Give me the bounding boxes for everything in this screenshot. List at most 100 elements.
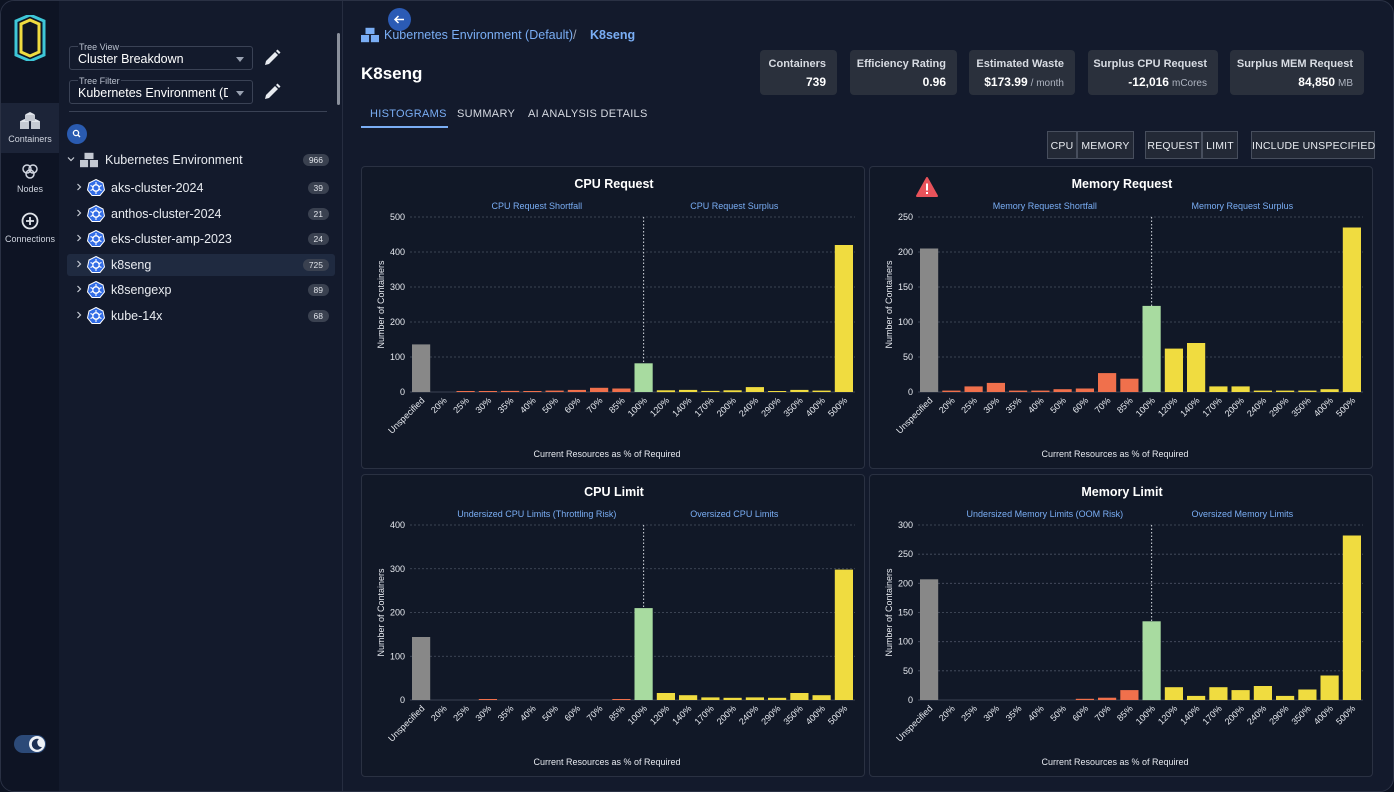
bar-Unspecified[interactable]: [412, 344, 431, 392]
bar-400%[interactable]: [1320, 675, 1339, 701]
bar-60%[interactable]: [1075, 388, 1094, 393]
bar-40%[interactable]: [523, 391, 542, 392]
bar-350%[interactable]: [790, 693, 809, 700]
theme-toggle[interactable]: [14, 735, 46, 753]
bar-120%[interactable]: [1164, 348, 1183, 392]
collapse-panel-button[interactable]: [388, 8, 411, 31]
bar-60%[interactable]: [1075, 698, 1094, 700]
bar-240%[interactable]: [745, 697, 764, 700]
warning-icon[interactable]: [916, 177, 938, 197]
bar-Unspecified[interactable]: [920, 579, 939, 700]
bar-350%[interactable]: [1298, 689, 1317, 701]
tree-scrollbar[interactable]: [337, 33, 340, 105]
bar-30%[interactable]: [478, 391, 497, 392]
bar-140%[interactable]: [679, 695, 698, 700]
bar-200%[interactable]: [723, 697, 742, 700]
bar-350%[interactable]: [1298, 390, 1317, 392]
bar-85%[interactable]: [1120, 378, 1139, 392]
bar-Unspecified[interactable]: [920, 248, 939, 393]
bar-85%[interactable]: [612, 388, 631, 393]
bar-25%[interactable]: [964, 386, 983, 392]
bar-200%[interactable]: [1231, 690, 1250, 700]
bar-400%[interactable]: [812, 390, 831, 392]
bar-400%[interactable]: [1320, 389, 1339, 392]
bar-200%[interactable]: [723, 390, 742, 393]
bar-50%[interactable]: [1053, 389, 1072, 392]
bar-240%[interactable]: [1253, 390, 1272, 392]
tree-item-eks-cluster-amp-2023[interactable]: eks-cluster-amp-2023 24: [67, 228, 335, 250]
bar-170%[interactable]: [701, 390, 720, 392]
y-tick-label: 100: [390, 651, 405, 661]
bar-170%[interactable]: [1209, 687, 1228, 700]
tree-item-kube-14x[interactable]: kube-14x 68: [67, 305, 335, 327]
bar-290%[interactable]: [1276, 390, 1295, 392]
toggle-request-button[interactable]: REQUEST: [1145, 131, 1202, 159]
bar-290%[interactable]: [1276, 695, 1295, 700]
bar-500%[interactable]: [834, 245, 853, 392]
bar-60%[interactable]: [567, 389, 586, 392]
bar-140%[interactable]: [1187, 695, 1206, 700]
bar-100%[interactable]: [634, 608, 653, 700]
bar-50%[interactable]: [545, 390, 564, 392]
tree-filter-select[interactable]: Tree Filter Kubernetes Environment (D...: [69, 76, 253, 104]
bar-240%[interactable]: [1253, 686, 1272, 700]
bar-100%[interactable]: [634, 363, 653, 392]
bar-85%[interactable]: [612, 699, 631, 700]
tree-root-row[interactable]: Kubernetes Environment 966: [67, 149, 335, 171]
tab-ai-analysis-details[interactable]: AI ANALYSIS DETAILS: [528, 108, 648, 120]
bar-140%[interactable]: [1187, 343, 1206, 392]
bar-400%[interactable]: [812, 695, 831, 700]
bar-120%[interactable]: [656, 390, 675, 393]
rail-item-connections[interactable]: Connections: [1, 203, 59, 253]
bar-240%[interactable]: [745, 387, 764, 392]
tree-panel: Tree View Cluster Breakdown Tree Filter …: [59, 1, 411, 791]
bar-120%[interactable]: [1164, 687, 1183, 700]
rail-item-nodes[interactable]: Nodes: [1, 153, 59, 203]
edit-tree-view-pencil-icon[interactable]: [263, 49, 281, 67]
bar-Unspecified[interactable]: [412, 637, 431, 700]
bar-290%[interactable]: [768, 391, 787, 392]
tree-search-button[interactable]: [67, 124, 87, 144]
bar-500%[interactable]: [1342, 227, 1361, 393]
rail-item-containers[interactable]: Containers: [1, 103, 59, 153]
tree-item-count: 24: [307, 233, 329, 245]
bar-35%[interactable]: [501, 390, 520, 392]
edit-tree-filter-pencil-icon[interactable]: [263, 83, 281, 101]
bar-350%[interactable]: [790, 389, 809, 392]
tree-view-select[interactable]: Tree View Cluster Breakdown: [69, 42, 253, 70]
bar-70%[interactable]: [1098, 697, 1117, 700]
bar-30%[interactable]: [478, 699, 497, 700]
bar-30%[interactable]: [986, 382, 1005, 392]
bar-500%[interactable]: [834, 569, 853, 700]
tree-item-aks-cluster-2024[interactable]: aks-cluster-2024 39: [67, 177, 335, 199]
bar-500%[interactable]: [1342, 535, 1361, 701]
memory-limit-histogram-panel: Memory Limit 0 50 100 150 200 250 300 Undersized…: [869, 474, 1373, 777]
tree-item-k8seng[interactable]: k8seng 725: [67, 254, 335, 276]
bar-70%[interactable]: [1098, 373, 1117, 392]
bar-290%[interactable]: [768, 697, 787, 700]
bar-70%[interactable]: [590, 387, 609, 392]
y-tick-label: 0: [908, 387, 913, 397]
bar-85%[interactable]: [1120, 690, 1139, 700]
tab-histograms[interactable]: HISTOGRAMS: [361, 101, 448, 128]
bar-40%[interactable]: [1031, 390, 1050, 392]
bar-200%[interactable]: [1231, 386, 1250, 392]
bar-25%[interactable]: [456, 391, 475, 392]
tab-summary[interactable]: SUMMARY: [457, 108, 516, 120]
bar-140%[interactable]: [679, 389, 698, 392]
bar-100%[interactable]: [1142, 305, 1161, 392]
toggle-memory-button[interactable]: MEMORY: [1077, 131, 1134, 159]
bar-120%[interactable]: [656, 693, 675, 700]
tree-item-k8sengexp[interactable]: k8sengexp 89: [67, 279, 335, 301]
tree-item-anthos-cluster-2024[interactable]: anthos-cluster-2024 21: [67, 203, 335, 225]
bar-20%[interactable]: [942, 390, 961, 392]
breadcrumb-root-link[interactable]: Kubernetes Environment (Default): [384, 28, 573, 42]
bar-170%[interactable]: [701, 697, 720, 700]
include-unspecified-button[interactable]: INCLUDE UNSPECIFIED: [1251, 131, 1375, 159]
bar-170%[interactable]: [1209, 386, 1228, 392]
bar-100%[interactable]: [1142, 621, 1161, 701]
bar-35%[interactable]: [1009, 390, 1028, 392]
toggle-limit-button[interactable]: LIMIT: [1202, 131, 1238, 159]
toggle-cpu-button[interactable]: CPU: [1047, 131, 1077, 159]
x-tick-label: 100%: [626, 395, 649, 418]
